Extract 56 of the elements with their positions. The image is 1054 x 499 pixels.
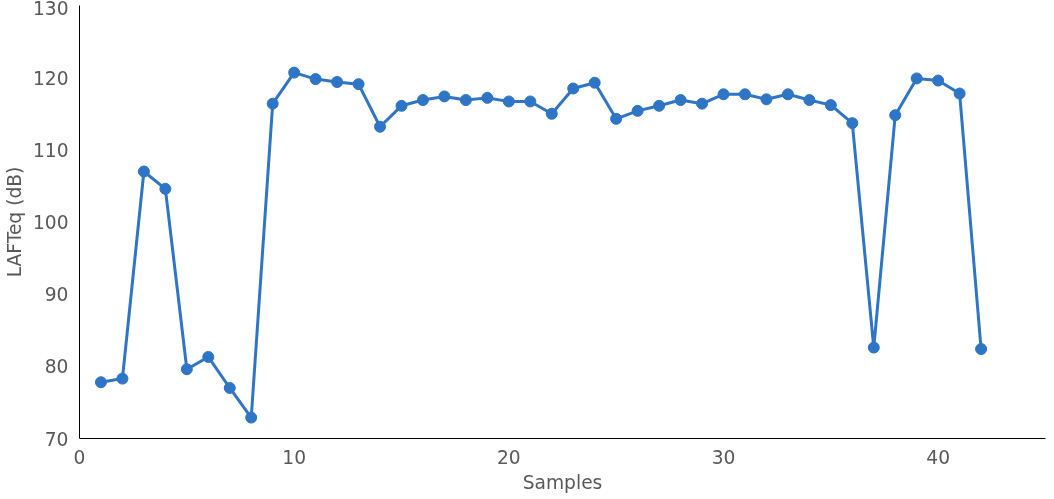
point [352, 78, 365, 91]
y-axis-title: LAFTeq (dB) [3, 166, 25, 278]
point [631, 104, 644, 117]
point [137, 165, 150, 178]
y-tick-label: 90 [44, 284, 69, 306]
point [610, 112, 623, 125]
x-tick-label: 10 [282, 446, 307, 468]
point [867, 341, 880, 354]
point [159, 182, 172, 195]
x-axis-title: Samples [522, 471, 603, 493]
point [653, 99, 666, 112]
x-tick-label: 30 [711, 446, 736, 468]
point [374, 120, 387, 133]
point [738, 88, 751, 101]
point [932, 74, 945, 87]
point [395, 99, 408, 112]
point [481, 91, 494, 104]
point [180, 363, 193, 376]
y-tick-label: 80 [44, 356, 69, 378]
point [524, 95, 537, 108]
point [416, 94, 429, 107]
y-tick-label: 130 [32, 0, 69, 19]
point [223, 381, 236, 394]
point [696, 97, 709, 110]
point [953, 87, 966, 100]
x-tick-label: 40 [926, 446, 951, 468]
y-tick-label: 100 [32, 212, 69, 233]
point [459, 94, 472, 107]
point [975, 343, 988, 355]
point [94, 376, 107, 389]
point [717, 88, 730, 101]
point [803, 94, 816, 107]
point [545, 107, 558, 120]
y-tick-label: 120 [32, 67, 69, 89]
point [288, 66, 301, 79]
x-tick-label: 0 [73, 446, 86, 468]
point [910, 72, 923, 85]
y-tick-label: 110 [32, 139, 69, 161]
point [202, 350, 215, 363]
point [331, 76, 344, 88]
point [116, 372, 129, 385]
point [674, 94, 687, 107]
point [309, 73, 322, 86]
point [588, 76, 601, 89]
y-tick-label: 70 [44, 428, 69, 450]
point [846, 117, 859, 130]
point [781, 88, 794, 101]
point [824, 99, 837, 112]
point [266, 97, 279, 110]
point [567, 82, 580, 95]
point [438, 90, 451, 103]
point [245, 411, 258, 424]
point [502, 95, 515, 108]
x-tick-label: 20 [496, 446, 521, 468]
point [889, 109, 902, 122]
point [760, 93, 773, 106]
